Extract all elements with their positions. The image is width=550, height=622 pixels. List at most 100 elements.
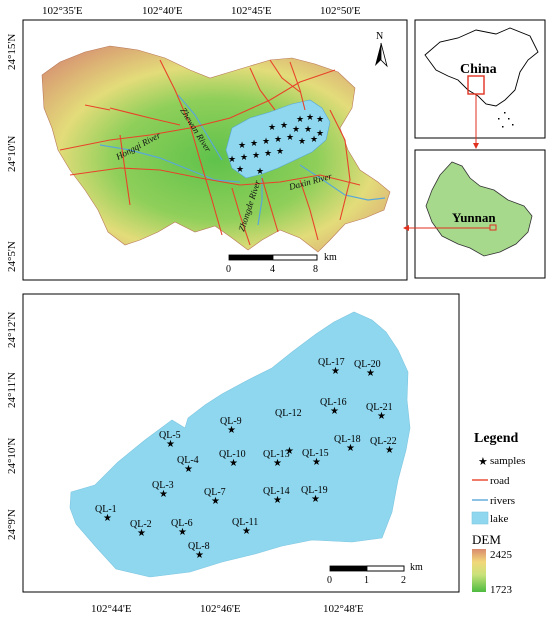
sample-point: ★QL-8 <box>188 541 210 561</box>
svg-text:QL-11: QL-11 <box>232 517 258 528</box>
yunnan-label: Yunnan <box>452 210 496 225</box>
top-map: 102°35'E 102°40'E 102°45'E 102°50'E 24°1… <box>6 5 408 281</box>
svg-text:★: ★ <box>296 114 304 124</box>
svg-text:★: ★ <box>331 366 340 377</box>
svg-text:★: ★ <box>256 166 264 176</box>
yunnan-arrowhead <box>403 225 409 231</box>
legend: Legend ★ samples road rivers lake DEM 24… <box>471 431 525 596</box>
sample-point: ★QL-5 <box>159 430 181 450</box>
svg-text:QL-20: QL-20 <box>354 359 381 370</box>
svg-text:★: ★ <box>137 528 146 539</box>
svg-text:★: ★ <box>346 443 355 454</box>
legend-lake-swatch <box>471 511 489 525</box>
scale-label: 1 <box>364 575 369 586</box>
scale-label: 4 <box>270 264 275 275</box>
dem-max-label: 2425 <box>490 549 513 561</box>
north-arrow: N <box>375 31 388 68</box>
bottom-lon-tick: 102°46'E <box>200 603 241 615</box>
svg-text:QL-4: QL-4 <box>177 455 199 466</box>
road-network <box>59 59 361 246</box>
svg-text:★: ★ <box>276 146 284 156</box>
svg-text:QL-16: QL-16 <box>320 397 347 408</box>
bottom-lat-tick: 24°10'N <box>6 438 18 474</box>
sample-point: ★QL-10 <box>219 449 246 469</box>
svg-text:★: ★ <box>227 425 236 436</box>
svg-text:★: ★ <box>250 138 258 148</box>
svg-text:★: ★ <box>103 513 112 524</box>
svg-text:★: ★ <box>273 495 282 506</box>
sample-points: ★QL-1 ★QL-2 ★QL-3 ★QL-4 ★QL-5 ★QL-6 ★QL-… <box>95 357 397 561</box>
svg-text:★: ★ <box>184 464 193 475</box>
svg-text:★: ★ <box>268 122 276 132</box>
legend-item: road <box>490 475 510 487</box>
svg-text:QL-5: QL-5 <box>159 430 181 441</box>
svg-text:★: ★ <box>385 445 394 456</box>
svg-text:QL-9: QL-9 <box>220 416 242 427</box>
sample-point: ★QL-13 <box>263 449 290 469</box>
sample-point: ★QL-21 <box>366 402 393 422</box>
svg-text:★: ★ <box>236 164 244 174</box>
scale-unit: km <box>324 252 337 263</box>
legend-title: Legend <box>474 431 519 446</box>
sample-point: ★QL-9 <box>220 416 242 436</box>
svg-text:★: ★ <box>159 489 168 500</box>
svg-text:QL-14: QL-14 <box>263 486 290 497</box>
china-outline <box>424 27 539 107</box>
yunnan-outline <box>425 161 533 257</box>
river-line <box>257 176 263 226</box>
china-label: China <box>460 62 497 77</box>
yunnan-inset: Yunnan <box>403 149 546 279</box>
bottom-lon-tick: 102°44'E <box>91 603 132 615</box>
sample-point: ★ QL-12 <box>275 408 302 457</box>
svg-text:★: ★ <box>310 134 318 144</box>
svg-text:QL-1: QL-1 <box>95 504 117 515</box>
china-inset: China <box>414 19 546 149</box>
sample-point: ★QL-11 <box>232 517 258 537</box>
svg-text:★: ★ <box>286 132 294 142</box>
sample-point: ★QL-7 <box>204 487 226 507</box>
top-lat-tick: 24°15'N <box>6 34 18 70</box>
svg-text:★: ★ <box>166 439 175 450</box>
lake-shape-detail <box>69 311 411 578</box>
svg-text:★: ★ <box>311 494 320 505</box>
lake-shape <box>225 99 331 179</box>
svg-text:QL-22: QL-22 <box>370 436 397 447</box>
scale-label: 0 <box>327 575 332 586</box>
bottom-scale-bar: 0 1 2 km <box>327 562 423 586</box>
sample-point: ★QL-20 <box>354 359 381 379</box>
svg-text:★: ★ <box>298 136 306 146</box>
dem-title: DEM <box>472 532 501 547</box>
svg-text:QL-7: QL-7 <box>204 487 226 498</box>
svg-text:★: ★ <box>229 458 238 469</box>
north-label: N <box>376 31 383 42</box>
top-lon-tick: 102°35'E <box>42 5 83 17</box>
top-lat-tick: 24°10'N <box>6 136 18 172</box>
svg-text:★: ★ <box>211 496 220 507</box>
bottom-lat-tick: 24°9'N <box>6 509 18 540</box>
svg-text:★: ★ <box>304 124 312 134</box>
top-sample-stars: ★ ★ ★ ★ ★ ★ ★ ★ ★ ★ ★ ★ ★ ★ ★ ★ ★ ★ ★ ★ ★ ★ <box>228 112 324 176</box>
svg-text:★: ★ <box>330 406 339 417</box>
svg-text:★: ★ <box>264 148 272 158</box>
sample-point: ★QL-3 <box>152 480 174 500</box>
svg-text:★: ★ <box>280 120 288 130</box>
svg-text:★: ★ <box>238 140 246 150</box>
sample-point: ★QL-4 <box>177 455 199 475</box>
scale-label: 8 <box>313 264 318 275</box>
river-line <box>99 144 241 183</box>
svg-text:★: ★ <box>240 152 248 162</box>
dem-min-label: 1723 <box>490 584 513 596</box>
bottom-lat-tick: 24°11'N <box>6 372 18 408</box>
svg-text:QL-13: QL-13 <box>263 449 290 460</box>
svg-text:★: ★ <box>178 527 187 538</box>
svg-text:★: ★ <box>228 154 236 164</box>
svg-text:QL-12: QL-12 <box>275 408 302 419</box>
svg-text:★: ★ <box>316 114 324 124</box>
svg-text:★: ★ <box>292 124 300 134</box>
scale-label: 2 <box>401 575 406 586</box>
sample-point: ★QL-2 <box>130 519 152 539</box>
svg-text:★: ★ <box>242 526 251 537</box>
dem-colorbar <box>472 549 486 592</box>
bottom-lon-tick: 102°48'E <box>323 603 364 615</box>
